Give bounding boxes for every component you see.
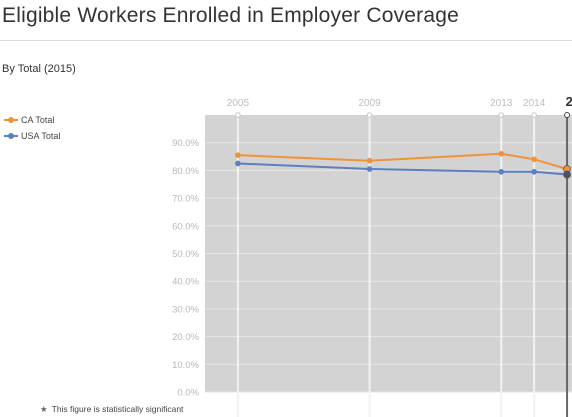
chart-legend: CA Total USA Total	[4, 112, 60, 144]
y-tick-label: 80.0%	[172, 166, 199, 177]
y-tick-label: 60.0%	[172, 221, 199, 232]
data-point-ca-total	[366, 157, 373, 164]
star-icon: ★	[40, 404, 48, 414]
x-tick-label: 2013	[490, 98, 513, 109]
data-point-ca-total	[531, 156, 537, 163]
chart-subtitle: By Total (2015)	[2, 63, 76, 75]
x-highlight-marker	[564, 112, 571, 118]
x-year-marker	[366, 112, 373, 118]
y-tick-label: 10.0%	[172, 360, 199, 371]
legend-marker-ca-total	[4, 115, 18, 125]
legend-item-usa-total[interactable]: USA Total	[4, 128, 60, 144]
y-tick-label: 90.0%	[172, 138, 199, 149]
y-tick-label: 30.0%	[172, 304, 199, 315]
data-point-ca-total	[498, 150, 505, 157]
y-tick-label: 50.0%	[172, 249, 199, 260]
y-tick-label: 70.0%	[172, 194, 199, 205]
title-divider	[0, 40, 572, 41]
data-point-usa-total	[563, 170, 571, 179]
x-tick-label: 2014	[523, 98, 546, 109]
y-tick-label: 0.0%	[177, 388, 199, 399]
footnote-text: This figure is statistically significant	[51, 404, 184, 414]
data-point-usa-total	[531, 168, 537, 175]
page-title: Eligible Workers Enrolled in Employer Co…	[2, 4, 460, 27]
data-point-usa-total	[366, 166, 373, 172]
legend-label-ca-total: CA Total	[21, 115, 55, 125]
x-tick-label: 2009	[358, 98, 381, 109]
legend-marker-usa-total	[4, 131, 18, 141]
x-year-marker	[235, 112, 241, 118]
footnote: ★ This figure is statistically significan…	[40, 404, 183, 415]
data-point-ca-total	[235, 152, 241, 158]
x-tick-label-highlighted: 2015	[566, 94, 572, 109]
y-tick-label: 40.0%	[172, 277, 199, 288]
legend-item-ca-total[interactable]: CA Total	[4, 112, 60, 128]
data-point-usa-total	[235, 160, 241, 167]
data-point-usa-total	[498, 168, 505, 175]
x-year-marker	[531, 112, 537, 118]
x-year-marker	[498, 112, 505, 118]
y-tick-label: 20.0%	[172, 332, 199, 343]
x-tick-label: 2005	[227, 98, 250, 109]
legend-label-usa-total: USA Total	[21, 131, 61, 141]
